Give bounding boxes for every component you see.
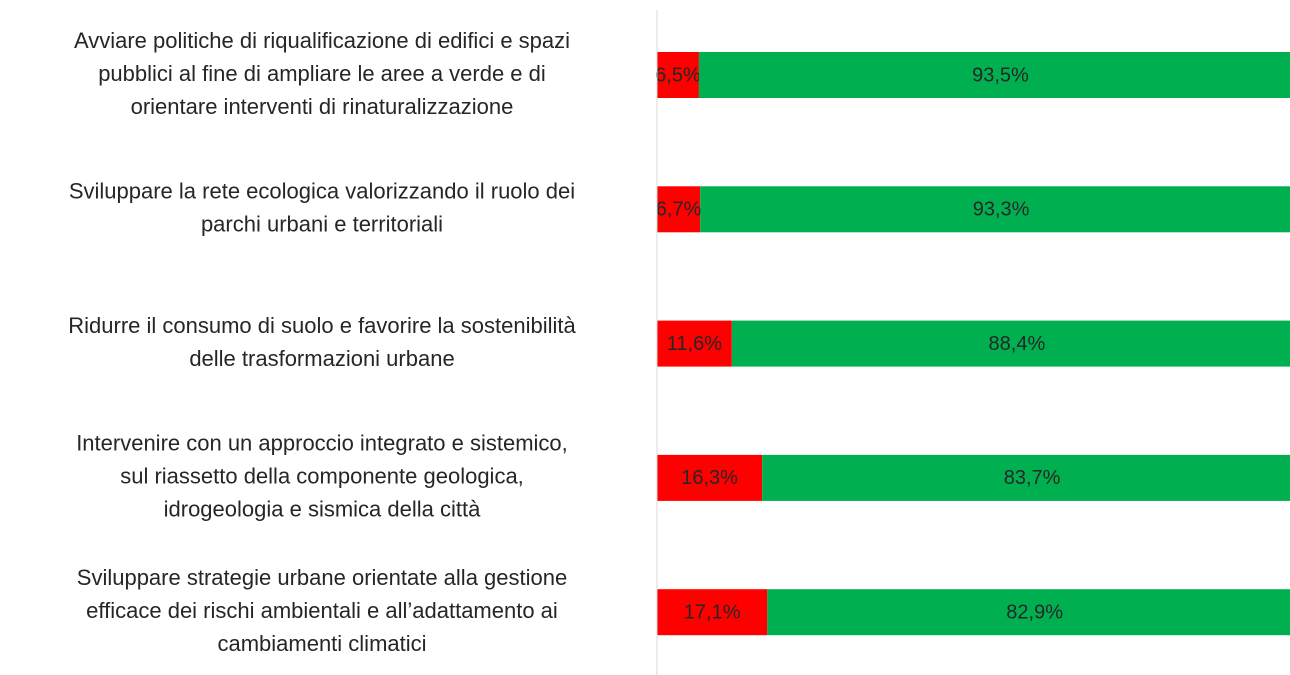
category-label: sul riassetto della componente geologica… (120, 464, 524, 489)
value-label: 6,5% (655, 64, 701, 86)
category-label: Avviare politiche di riqualificazione di… (74, 28, 570, 53)
value-label: 16,3% (681, 467, 738, 489)
category-label: Ridurre il consumo di suolo e favorire l… (68, 313, 576, 338)
value-label: 11,6% (667, 333, 722, 355)
category-label: cambiamenti climatici (217, 631, 426, 656)
bar-segment (657, 454, 763, 501)
bar-segment (657, 589, 768, 636)
bar-segment (762, 454, 1290, 501)
value-label: 83,7% (1004, 467, 1061, 489)
category-label: idrogeologia e sismica della città (164, 497, 481, 522)
category-label: parchi urbani e territoriali (201, 212, 443, 237)
category-label: orientare interventi di rinaturalizzazio… (131, 94, 514, 119)
category-label: Sviluppare la rete ecologica valorizzand… (69, 179, 575, 204)
bar-segment (657, 186, 701, 233)
value-label: 93,5% (972, 64, 1029, 86)
bar-segment (700, 186, 1290, 233)
value-label: 6,7% (656, 199, 702, 221)
value-label: 93,3% (973, 199, 1030, 221)
category-label: efficace dei rischi ambientali e all’ada… (86, 598, 558, 623)
value-label: 88,4% (989, 333, 1046, 355)
bar-segment (698, 52, 1290, 98)
category-label: delle trasformazioni urbane (189, 346, 454, 371)
category-label: Intervenire con un approccio integrato e… (76, 431, 568, 456)
bar-segment (657, 52, 699, 98)
value-label: 82,9% (1006, 601, 1063, 623)
bar-segment (657, 320, 732, 367)
value-label: 17,1% (684, 601, 741, 623)
bar-segment (767, 589, 1290, 636)
category-label: pubblici al fine di ampliare le aree a v… (98, 61, 546, 86)
category-label: Sviluppare strategie urbane orientate al… (77, 565, 567, 590)
bar-segment (731, 320, 1290, 367)
